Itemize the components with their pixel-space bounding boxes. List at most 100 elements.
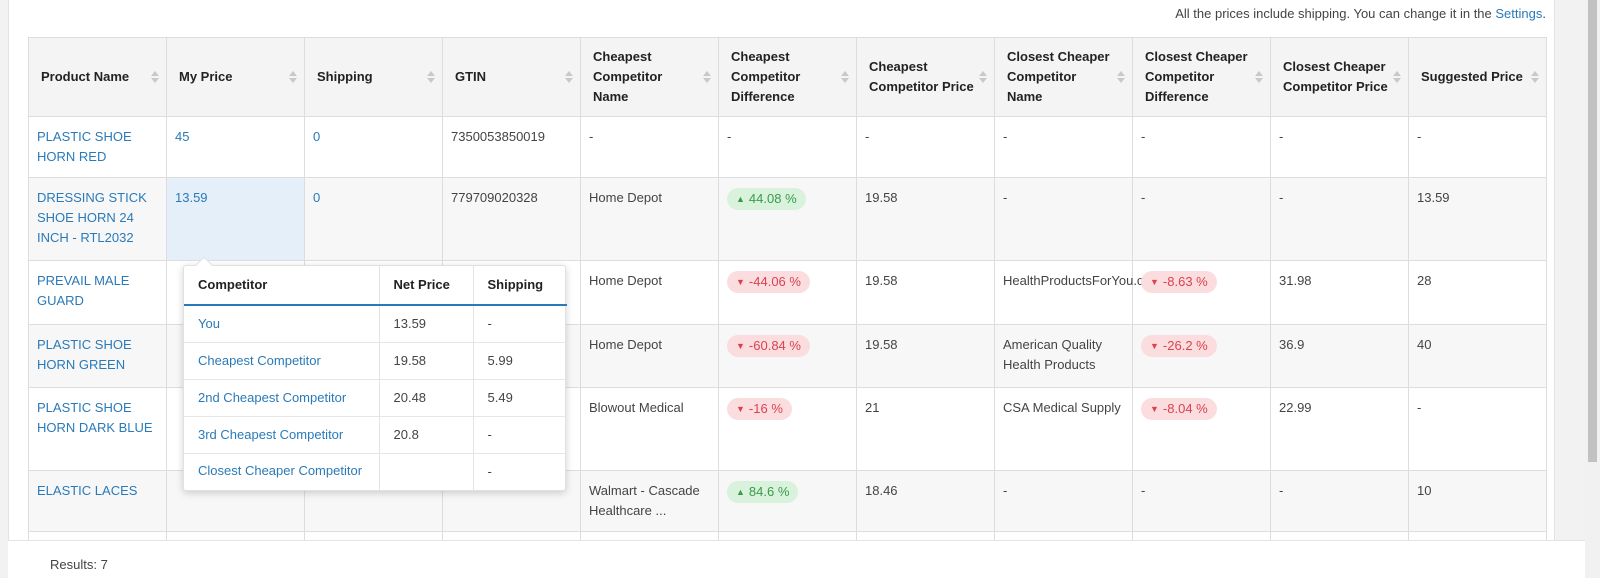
- cell-closest-price: -: [1270, 177, 1409, 261]
- column-header-my-price[interactable]: My Price: [166, 37, 305, 117]
- triangle-down-icon: ▼: [1150, 341, 1159, 351]
- product-link[interactable]: PLASTIC SHOE HORN RED: [37, 129, 132, 164]
- sort-icon[interactable]: [1117, 71, 1125, 83]
- cell-closest-price: -: [1270, 116, 1409, 178]
- competitor-link[interactable]: 3rd Cheapest Competitor: [198, 427, 344, 442]
- column-header-cheapest-name[interactable]: Cheapest Competitor Name: [580, 37, 719, 117]
- net-price-value: 19.58: [378, 342, 473, 380]
- cell-closest-price: 36.9: [1270, 324, 1409, 388]
- sort-icon[interactable]: [1393, 71, 1401, 83]
- difference-value: -60.84 %: [748, 338, 801, 353]
- popover-row: 3rd Cheapest Competitor 20.8 -: [184, 416, 567, 454]
- sort-icon[interactable]: [703, 71, 711, 83]
- cell-cheapest-price: 19.58: [856, 324, 995, 388]
- my-price-link[interactable]: 45: [175, 129, 190, 144]
- vertical-scrollbar[interactable]: [1585, 0, 1600, 578]
- triangle-down-icon: ▼: [736, 341, 745, 351]
- cell-closest-price: 22.99: [1270, 387, 1409, 471]
- difference-badge: ▲ 84.6 %: [727, 481, 799, 503]
- cell-shipping[interactable]: 0: [304, 177, 443, 261]
- results-count: Results: 7: [50, 557, 108, 572]
- sort-icon[interactable]: [289, 71, 297, 83]
- cell-product-name: PLASTIC SHOE HORN DARK BLUE: [28, 387, 167, 471]
- competitor-link[interactable]: You: [198, 316, 220, 331]
- triangle-down-icon: ▼: [736, 277, 745, 287]
- cell-my-price[interactable]: 45: [166, 116, 305, 178]
- shipping-note-text: All the prices include shipping. You can…: [1175, 6, 1496, 21]
- column-header-closest-name[interactable]: Closest Cheaper Competitor Name: [994, 37, 1133, 117]
- difference-value: -16 %: [748, 401, 783, 416]
- results-footer: Results: 7: [8, 540, 1585, 578]
- competitor-link[interactable]: Closest Cheaper Competitor: [198, 463, 363, 478]
- column-header-product-name[interactable]: Product Name: [28, 37, 167, 117]
- cell-cheapest-difference: ▲ 44.08 %: [718, 177, 857, 261]
- column-header-shipping[interactable]: Shipping: [304, 37, 443, 117]
- column-header-cheapest-difference[interactable]: Cheapest Competitor Difference: [718, 37, 857, 117]
- net-price-value: 13.59: [378, 305, 473, 343]
- column-label: Cheapest Competitor Price: [869, 59, 974, 94]
- table-row: PLASTIC SHOE HORN RED 45 0 7350053850019…: [28, 116, 1547, 178]
- cell-closest-name: -: [994, 470, 1133, 532]
- triangle-up-icon: ▲: [736, 487, 745, 497]
- shipping-note: All the prices include shipping. You can…: [1175, 6, 1546, 21]
- sort-icon[interactable]: [1531, 71, 1539, 83]
- competitor-link[interactable]: 2nd Cheapest Competitor: [198, 390, 347, 405]
- cell-closest-difference: ▼ -8.63 %: [1132, 260, 1271, 325]
- cell-cheapest-name: Home Depot: [580, 324, 719, 388]
- cell-product-name: PLASTIC SHOE HORN GREEN: [28, 324, 167, 388]
- sort-icon[interactable]: [565, 71, 573, 83]
- column-header-suggested-price[interactable]: Suggested Price: [1408, 37, 1547, 117]
- sort-icon[interactable]: [427, 71, 435, 83]
- product-link[interactable]: ELASTIC LACES: [37, 483, 138, 498]
- cell-closest-price: 31.98: [1270, 260, 1409, 325]
- cell-closest-name: HealthProductsForYou.com: [994, 260, 1162, 325]
- sort-icon[interactable]: [841, 71, 849, 83]
- product-link[interactable]: DRESSING STICK SHOE HORN 24 INCH - RTL20…: [37, 190, 147, 245]
- cell-gtin: 779709020328: [442, 177, 581, 261]
- cell-cheapest-difference: ▼ -16 %: [718, 387, 857, 471]
- triangle-down-icon: ▼: [1150, 404, 1159, 414]
- shipping-link[interactable]: 0: [313, 129, 321, 144]
- settings-link[interactable]: Settings: [1495, 6, 1543, 21]
- column-header-cheapest-price[interactable]: Cheapest Competitor Price: [856, 37, 995, 117]
- cell-suggested-price: -: [1408, 387, 1547, 471]
- cell-cheapest-price: 19.58: [856, 260, 995, 325]
- cell-suggested-price: 13.59: [1408, 177, 1547, 261]
- cell-cheapest-difference: ▲ 84.6 %: [718, 470, 857, 532]
- column-label: Shipping: [317, 69, 373, 84]
- cell-suggested-price: 40: [1408, 324, 1547, 388]
- shipping-note-suffix: .: [1542, 6, 1546, 21]
- column-label: GTIN: [455, 69, 487, 84]
- cell-cheapest-name: -: [580, 116, 719, 178]
- column-header-closest-price[interactable]: Closest Cheaper Competitor Price: [1270, 37, 1409, 117]
- product-link[interactable]: PLASTIC SHOE HORN GREEN: [37, 337, 132, 372]
- my-price-link[interactable]: 13.59: [175, 190, 208, 205]
- scrollbar-thumb[interactable]: [1588, 0, 1597, 462]
- cell-cheapest-price: 19.58: [856, 177, 995, 261]
- cell-closest-difference: ▼ -26.2 %: [1132, 324, 1271, 388]
- competitor-link[interactable]: Cheapest Competitor: [198, 353, 321, 368]
- popover-header-competitor: Competitor: [184, 266, 379, 306]
- column-label: Closest Cheaper Competitor Price: [1283, 59, 1388, 94]
- sort-icon[interactable]: [1255, 71, 1263, 83]
- cell-closest-difference: -: [1132, 470, 1271, 532]
- cell-my-price[interactable]: 13.59: [166, 177, 305, 261]
- column-header-gtin[interactable]: GTIN: [442, 37, 581, 117]
- cell-suggested-price: 10: [1408, 470, 1547, 532]
- popover-row: Cheapest Competitor 19.58 5.99: [184, 342, 567, 380]
- sort-icon[interactable]: [979, 71, 987, 83]
- product-link[interactable]: PLASTIC SHOE HORN DARK BLUE: [37, 400, 153, 435]
- popover-row: 2nd Cheapest Competitor 20.48 5.49: [184, 379, 567, 417]
- cell-shipping[interactable]: 0: [304, 116, 443, 178]
- difference-value: -44.06 %: [748, 274, 801, 289]
- sort-icon[interactable]: [151, 71, 159, 83]
- cell-cheapest-difference: ▼ -60.84 %: [718, 324, 857, 388]
- shipping-link[interactable]: 0: [313, 190, 321, 205]
- product-link[interactable]: PREVAIL MALE GUARD: [37, 273, 130, 308]
- cell-suggested-price: 28: [1408, 260, 1547, 325]
- cell-cheapest-name: Blowout Medical: [580, 387, 719, 471]
- cell-product-name: PLASTIC SHOE HORN RED: [28, 116, 167, 178]
- triangle-down-icon: ▼: [736, 404, 745, 414]
- difference-badge: ▼ -26.2 %: [1141, 335, 1217, 357]
- column-header-closest-difference[interactable]: Closest Cheaper Competitor Difference: [1132, 37, 1271, 117]
